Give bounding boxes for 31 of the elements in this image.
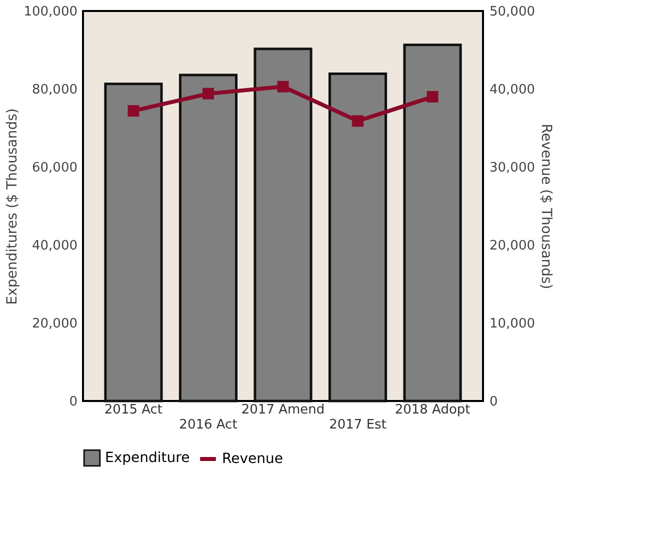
point (202, 88, 214, 100)
bar (403, 44, 462, 402)
x-tick-label: 2015 Act (104, 402, 163, 418)
bar (178, 74, 238, 402)
y2-axis-title: Revenue ($ Thousands) (538, 124, 554, 290)
y2-tick-label: 10,000 (490, 316, 535, 332)
y-tick-label: 40,000 (32, 238, 78, 254)
y2-tick-label: 30,000 (490, 160, 535, 176)
legend-label: Expenditure (105, 450, 190, 466)
bar (254, 48, 312, 402)
legend-label: Revenue (222, 451, 283, 467)
y-tick-label: 0 (69, 394, 78, 410)
y-tick-label: 60,000 (32, 160, 78, 176)
y-axis-title: Expenditures ($ Thousands) (4, 108, 21, 305)
x-tick-label: 2018 Adopt (394, 402, 470, 418)
bar (328, 72, 388, 402)
y2-tick-label: 0 (490, 394, 498, 410)
point (426, 91, 438, 103)
y-tick-label: 20,000 (32, 316, 78, 332)
y-tick-label: 80,000 (32, 82, 78, 98)
y2-tick-label: 50,000 (490, 4, 535, 20)
x-tick-label: 2017 Amend (241, 402, 325, 418)
point (352, 115, 364, 127)
y2-tick-label: 40,000 (490, 82, 535, 98)
x-tick-label: 2016 Act (179, 418, 238, 432)
y2-tick-label: 20,000 (490, 238, 535, 254)
point (128, 105, 140, 117)
x-tick-label: 2017 Est (329, 418, 386, 432)
point (277, 80, 289, 92)
bar (104, 82, 163, 402)
y-tick-label: 100,000 (24, 4, 78, 20)
